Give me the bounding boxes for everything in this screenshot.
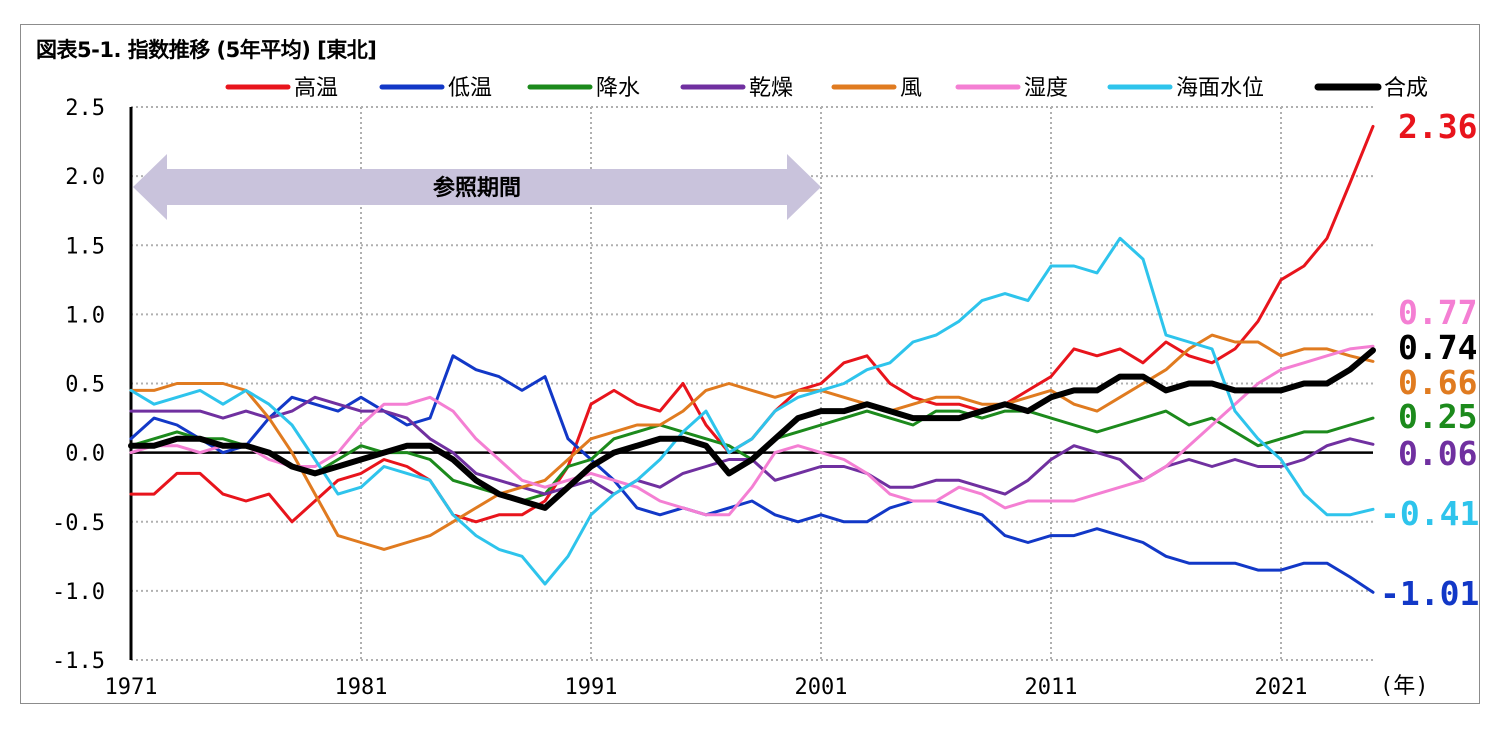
end-value-label: -1.01 (1380, 574, 1479, 613)
x-tick-label: 1981 (335, 675, 388, 700)
x-tick-label: 2001 (795, 675, 848, 700)
y-tick-label: 1.5 (65, 234, 105, 259)
end-value-label: 0.66 (1398, 363, 1477, 402)
series-line (129, 344, 1375, 517)
axes: 1971 1981 1991 2001 2011 2021 2.5 2.0 1.5 1.0 0.5 0… (52, 96, 1373, 700)
legend-label: 高温 (294, 76, 338, 101)
series-line (129, 333, 1375, 551)
x-unit-label: (年) (1380, 674, 1429, 699)
x-tick-label: 1971 (105, 675, 158, 700)
y-tick-label: -1.5 (52, 649, 105, 674)
legend-label: 海面水位 (1176, 76, 1264, 101)
legend-label: 風 (900, 76, 922, 101)
end-value-label: 0.25 (1398, 397, 1477, 436)
series-line (129, 354, 1375, 594)
legend-label: 合成 (1384, 76, 1428, 101)
series-line (128, 347, 1376, 511)
reference-period-shape (133, 154, 821, 220)
x-tick-label: 2021 (1255, 675, 1308, 700)
legend-label: 降水 (596, 76, 640, 101)
end-value-label: -0.41 (1380, 494, 1479, 533)
legend: 高温 低温 降水 乾燥 風 湿度 海面水位 合成 (225, 76, 1428, 101)
end-value-label: 2.36 (1398, 107, 1477, 146)
grid-lines (131, 106, 1373, 661)
series-lines (128, 124, 1376, 594)
end-value-label: 0.06 (1398, 434, 1477, 473)
y-tick-label: 0.0 (65, 442, 105, 467)
series-line (129, 395, 1375, 496)
legend-label: 湿度 (1024, 76, 1068, 101)
end-value-label: 0.77 (1398, 293, 1477, 332)
y-tick-label: -1.0 (52, 580, 105, 605)
reference-period-arrow: 参照期間 (133, 154, 821, 220)
x-tick-label: 2011 (1025, 675, 1078, 700)
end-value-label: 0.74 (1398, 328, 1477, 367)
series-line (129, 236, 1375, 586)
legend-label: 乾燥 (749, 76, 793, 101)
legend-label: 低温 (448, 76, 492, 101)
y-tick-label: 1.0 (65, 303, 105, 328)
end-value-labels: 2.36 -1.01 0.250.06 0.66 0.77 -0.41 0.74 (1380, 107, 1479, 613)
y-tick-label: 2.0 (65, 165, 105, 190)
chart-frame (20, 24, 1480, 704)
y-tick-label: 2.5 (65, 96, 105, 121)
y-tick-label: -0.5 (52, 511, 105, 536)
y-tick-label: 0.5 (65, 373, 105, 398)
chart-title: 図表5-1. 指数推移 (5年平均) [東北] (36, 38, 377, 62)
x-tick-label: 1991 (565, 675, 618, 700)
reference-period-label: 参照期間 (433, 175, 521, 201)
